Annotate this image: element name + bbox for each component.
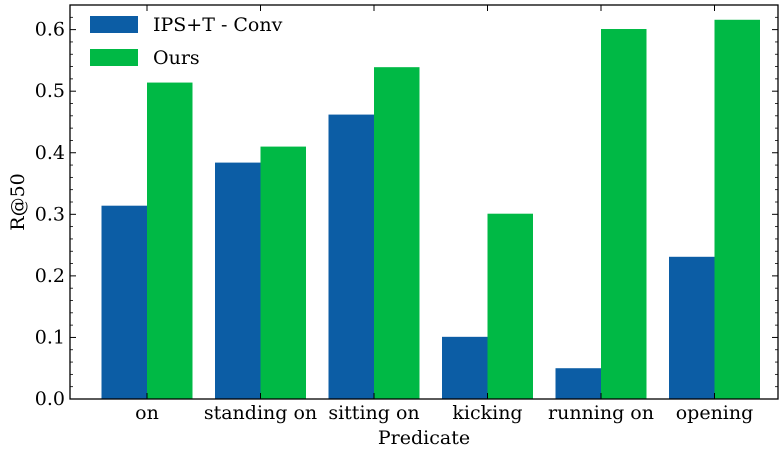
- ticks-group: 0.0 0.1 0.2 0.3 0.4 0.5 0.6 on standing on sittin…: [35, 5, 778, 424]
- legend-swatch: [90, 49, 138, 66]
- x-tick-label: standing on: [204, 402, 317, 424]
- y-tick-label: 0.5: [35, 80, 65, 102]
- bar-ours-opening: [714, 19, 760, 400]
- bar-ours-sitting-on: [374, 67, 420, 399]
- x-axis-label: Predicate: [378, 427, 470, 449]
- y-tick-label: 0.2: [35, 265, 65, 287]
- bar-ours-standing-on: [260, 146, 306, 399]
- y-tick-label: 0.0: [35, 388, 65, 410]
- x-tick-label: kicking: [452, 402, 522, 424]
- bar-baseline-on: [101, 205, 147, 399]
- bar-baseline-kicking: [442, 336, 488, 399]
- x-tick-label: opening: [676, 402, 754, 424]
- bar-baseline-running-on: [555, 368, 601, 399]
- legend-label: IPS+T - Conv: [153, 14, 283, 36]
- bars-group: [101, 19, 760, 400]
- bar-ours-on: [147, 82, 193, 399]
- legend-label: Ours: [153, 47, 200, 69]
- bar-baseline-opening: [669, 256, 715, 399]
- y-tick-label: 0.6: [35, 19, 65, 41]
- bar-baseline-sitting-on: [328, 114, 374, 400]
- y-axis-label: R@50: [7, 173, 29, 230]
- legend: IPS+T - Conv Ours: [90, 14, 283, 69]
- legend-swatch: [90, 16, 138, 33]
- x-tick-label: running on: [548, 402, 654, 424]
- x-tick-label: sitting on: [328, 402, 419, 424]
- bar-ours-running-on: [601, 29, 647, 400]
- bar-baseline-standing-on: [215, 162, 261, 399]
- y-tick-label: 0.1: [35, 326, 65, 348]
- bar-ours-kicking: [487, 213, 533, 399]
- y-tick-label: 0.3: [35, 203, 65, 225]
- y-tick-label: 0.4: [35, 142, 65, 164]
- x-tick-label: on: [135, 402, 159, 424]
